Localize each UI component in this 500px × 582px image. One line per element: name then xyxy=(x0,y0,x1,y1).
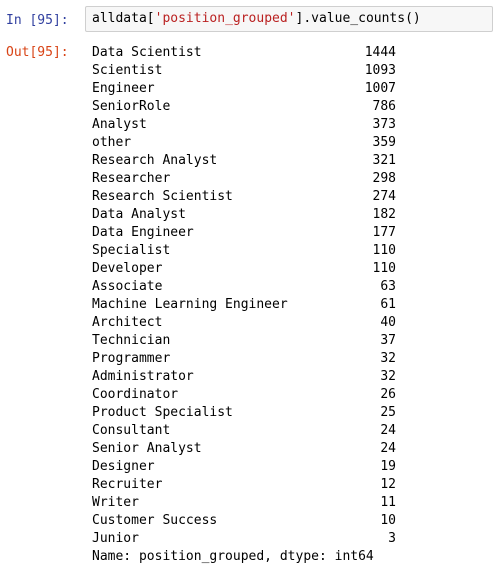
row-count: 24 xyxy=(380,441,396,456)
row-label: Developer xyxy=(92,261,163,276)
row-label: Technician xyxy=(92,333,171,348)
row-count: 786 xyxy=(372,99,396,114)
row-count: 110 xyxy=(372,243,396,258)
row-count: 25 xyxy=(380,405,396,420)
row-label: Data Scientist xyxy=(92,45,202,60)
row-label: Product Specialist xyxy=(92,405,233,420)
value-count-row: Engineer 1007 xyxy=(92,80,492,98)
row-label: Research Scientist xyxy=(92,189,233,204)
value-count-row: Coordinator 26 xyxy=(92,386,492,404)
row-count: 373 xyxy=(372,117,396,132)
row-label: Administrator xyxy=(92,369,194,384)
input-prompt: In [95]: xyxy=(6,13,69,28)
value-count-row: Senior Analyst 24 xyxy=(92,440,492,458)
row-count: 26 xyxy=(380,387,396,402)
value-count-row: Consultant 24 xyxy=(92,422,492,440)
value-count-row: other 359 xyxy=(92,134,492,152)
value-count-row: Analyst 373 xyxy=(92,116,492,134)
row-count: 359 xyxy=(372,135,396,150)
row-label: SeniorRole xyxy=(92,99,171,114)
value-count-row: Associate 63 xyxy=(92,278,492,296)
value-count-row: Researcher 298 xyxy=(92,170,492,188)
row-count: 274 xyxy=(372,189,396,204)
row-label: Customer Success xyxy=(92,513,218,528)
value-count-row: Machine Learning Engineer 61 xyxy=(92,296,492,314)
row-label: Junior xyxy=(92,531,139,546)
row-count: 24 xyxy=(380,423,396,438)
row-count: 32 xyxy=(380,351,396,366)
row-label: Data Engineer xyxy=(92,225,194,240)
row-label: Designer xyxy=(92,459,155,474)
row-count: 40 xyxy=(380,315,396,330)
row-count: 10 xyxy=(380,513,396,528)
row-count: 12 xyxy=(380,477,396,492)
row-count: 19 xyxy=(380,459,396,474)
row-label: Data Analyst xyxy=(92,207,186,222)
row-count: 321 xyxy=(372,153,396,168)
row-count: 177 xyxy=(372,225,396,240)
row-count: 3 xyxy=(388,531,396,546)
value-count-row: Administrator 32 xyxy=(92,368,492,386)
row-label: other xyxy=(92,135,132,150)
row-count: 61 xyxy=(380,297,396,312)
value-counts-list: Data Scientist 1444 Scientist 1093 Engineer 1… xyxy=(92,44,492,548)
value-count-row: Product Specialist 25 xyxy=(92,404,492,422)
code-line: alldata['position_grouped'].value_counts… xyxy=(92,10,421,28)
row-label: Programmer xyxy=(92,351,171,366)
row-label: Specialist xyxy=(92,243,171,258)
row-label: Analyst xyxy=(92,117,147,132)
value-count-row: Recruiter 12 xyxy=(92,476,492,494)
value-count-row: Scientist 1093 xyxy=(92,62,492,80)
value-count-row: Designer 19 xyxy=(92,458,492,476)
row-count: 63 xyxy=(380,279,396,294)
row-label: Senior Analyst xyxy=(92,441,202,456)
value-count-row: Customer Success 10 xyxy=(92,512,492,530)
code-input-area[interactable]: alldata['position_grouped'].value_counts… xyxy=(85,6,493,32)
value-count-row: Architect 40 xyxy=(92,314,492,332)
code-string-literal: 'position_grouped' xyxy=(154,11,296,26)
row-label: Associate xyxy=(92,279,163,294)
value-count-row: SeniorRole 786 xyxy=(92,98,492,116)
series-footer: Name: position_grouped, dtype: int64 xyxy=(92,549,374,564)
value-count-row: Research Scientist 274 xyxy=(92,188,492,206)
value-count-row: Research Analyst 321 xyxy=(92,152,492,170)
row-count: 1093 xyxy=(364,63,396,78)
value-count-row: Programmer 32 xyxy=(92,350,492,368)
value-count-row: Junior 3 xyxy=(92,530,492,548)
output-area: Data Scientist 1444 Scientist 1093 Engineer 1… xyxy=(92,44,492,566)
row-label: Coordinator xyxy=(92,387,179,402)
row-count: 11 xyxy=(380,495,396,510)
row-count: 32 xyxy=(380,369,396,384)
code-suffix: ].value_counts() xyxy=(295,11,421,26)
row-count: 110 xyxy=(372,261,396,276)
value-count-row: Technician 37 xyxy=(92,332,492,350)
row-count: 298 xyxy=(372,171,396,186)
row-label: Research Analyst xyxy=(92,153,218,168)
row-count: 182 xyxy=(372,207,396,222)
code-prefix: alldata[ xyxy=(92,11,155,26)
row-count: 1007 xyxy=(364,81,396,96)
value-count-row: Specialist 110 xyxy=(92,242,492,260)
row-label: Architect xyxy=(92,315,163,330)
row-label: Recruiter xyxy=(92,477,163,492)
row-label: Writer xyxy=(92,495,139,510)
value-count-row: Data Engineer 177 xyxy=(92,224,492,242)
row-label: Scientist xyxy=(92,63,163,78)
row-label: Consultant xyxy=(92,423,171,438)
row-count: 37 xyxy=(380,333,396,348)
row-label: Researcher xyxy=(92,171,171,186)
row-label: Engineer xyxy=(92,81,155,96)
output-prompt: Out[95]: xyxy=(6,45,69,60)
row-count: 1444 xyxy=(364,45,396,60)
value-count-row: Developer 110 xyxy=(92,260,492,278)
value-count-row: Writer 11 xyxy=(92,494,492,512)
value-count-row: Data Scientist 1444 xyxy=(92,44,492,62)
value-count-row: Data Analyst 182 xyxy=(92,206,492,224)
row-label: Machine Learning Engineer xyxy=(92,297,288,312)
